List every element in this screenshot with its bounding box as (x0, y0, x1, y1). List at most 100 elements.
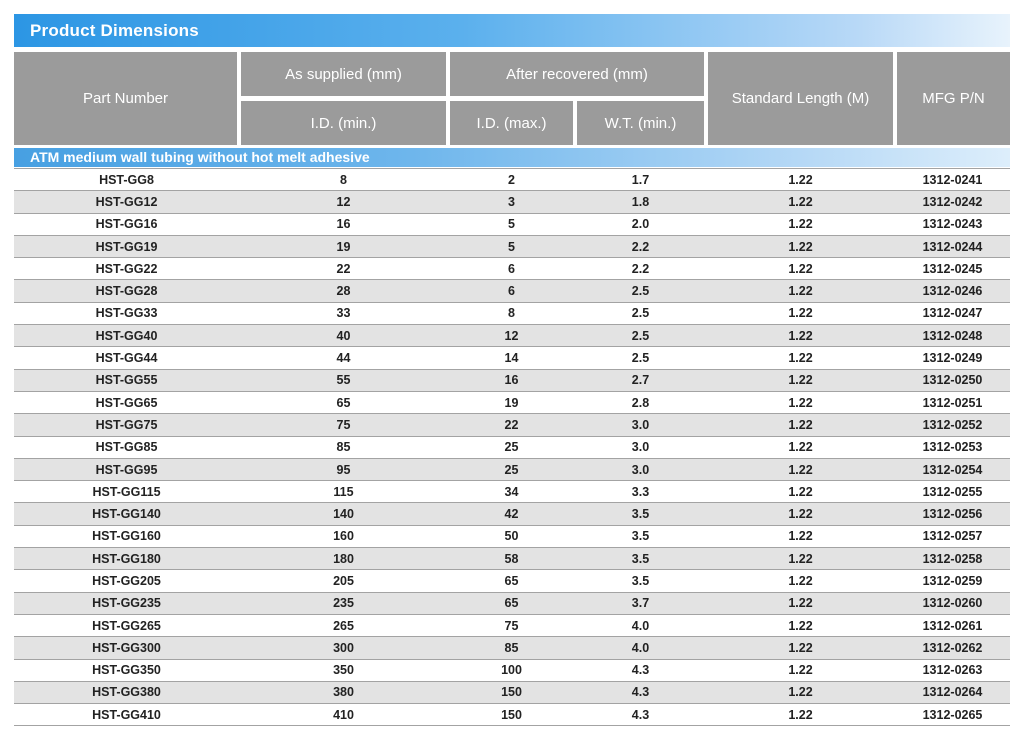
cell-wt-min: 3.3 (575, 480, 706, 504)
cell-wt-min: 2.5 (575, 279, 706, 303)
column-header-standard-length: Standard Length (M) (708, 52, 893, 145)
cell-part-number: HST-GG40 (14, 324, 239, 348)
cell-mfg-pn: 1312-0259 (895, 569, 1010, 593)
cell-as-supplied-id-min: 16 (239, 213, 448, 236)
cell-standard-length: 1.22 (706, 235, 895, 259)
cell-standard-length: 1.22 (706, 369, 895, 392)
cell-wt-min: 3.0 (575, 436, 706, 459)
cell-standard-length: 1.22 (706, 257, 895, 281)
cell-as-supplied-id-min: 8 (239, 167, 448, 192)
table-row: HST-GG65 65 19 2.8 1.22 1312-0251 (14, 391, 1010, 415)
dimensions-table: HST-GG8 8 2 1.7 1.22 1312-0241 HST-GG12 12 3 1.8 1… (14, 167, 1010, 727)
table-row: HST-GG140 140 42 3.5 1.22 1312-0256 (14, 502, 1010, 526)
cell-part-number: HST-GG8 (14, 167, 239, 192)
cell-as-supplied-id-min: 55 (239, 369, 448, 392)
cell-standard-length: 1.22 (706, 614, 895, 638)
cell-as-supplied-id-min: 115 (239, 480, 448, 504)
cell-id-max: 3 (448, 190, 575, 214)
cell-mfg-pn: 1312-0263 (895, 659, 1010, 682)
cell-part-number: HST-GG140 (14, 502, 239, 526)
table-row: HST-GG8 8 2 1.7 1.22 1312-0241 (14, 167, 1010, 192)
cell-mfg-pn: 1312-0254 (895, 458, 1010, 482)
table-row: HST-GG235 235 65 3.7 1.22 1312-0260 (14, 592, 1010, 615)
cell-mfg-pn: 1312-0252 (895, 413, 1010, 437)
cell-id-max: 2 (448, 167, 575, 192)
cell-mfg-pn: 1312-0247 (895, 302, 1010, 326)
cell-wt-min: 4.0 (575, 636, 706, 660)
cell-part-number: HST-GG16 (14, 213, 239, 236)
table-row: HST-GG300 300 85 4.0 1.22 1312-0262 (14, 636, 1010, 660)
table-row: HST-GG75 75 22 3.0 1.22 1312-0252 (14, 413, 1010, 437)
cell-as-supplied-id-min: 205 (239, 569, 448, 593)
table-row: HST-GG22 22 6 2.2 1.22 1312-0245 (14, 257, 1010, 281)
cell-standard-length: 1.22 (706, 346, 895, 370)
cell-as-supplied-id-min: 65 (239, 391, 448, 415)
cell-as-supplied-id-min: 180 (239, 547, 448, 571)
cell-mfg-pn: 1312-0257 (895, 525, 1010, 549)
cell-wt-min: 2.0 (575, 213, 706, 236)
cell-wt-min: 4.0 (575, 614, 706, 638)
cell-id-max: 22 (448, 413, 575, 437)
table-row: HST-GG160 160 50 3.5 1.22 1312-0257 (14, 525, 1010, 549)
cell-mfg-pn: 1312-0244 (895, 235, 1010, 259)
cell-standard-length: 1.22 (706, 302, 895, 326)
cell-part-number: HST-GG44 (14, 346, 239, 370)
cell-mfg-pn: 1312-0256 (895, 502, 1010, 526)
cell-id-max: 5 (448, 235, 575, 259)
table-row: HST-GG12 12 3 1.8 1.22 1312-0242 (14, 190, 1010, 214)
cell-as-supplied-id-min: 12 (239, 190, 448, 214)
cell-id-max: 16 (448, 369, 575, 392)
cell-mfg-pn: 1312-0241 (895, 167, 1010, 192)
column-header-wt-min: W.T. (min.) (577, 101, 704, 145)
cell-standard-length: 1.22 (706, 279, 895, 303)
cell-part-number: HST-GG180 (14, 547, 239, 571)
cell-id-max: 65 (448, 569, 575, 593)
cell-standard-length: 1.22 (706, 436, 895, 459)
column-header-id-max: I.D. (max.) (450, 101, 573, 145)
cell-id-max: 58 (448, 547, 575, 571)
cell-standard-length: 1.22 (706, 703, 895, 727)
table-row: HST-GG55 55 16 2.7 1.22 1312-0250 (14, 369, 1010, 392)
cell-mfg-pn: 1312-0242 (895, 190, 1010, 214)
cell-part-number: HST-GG95 (14, 458, 239, 482)
cell-mfg-pn: 1312-0262 (895, 636, 1010, 660)
cell-mfg-pn: 1312-0248 (895, 324, 1010, 348)
cell-part-number: HST-GG300 (14, 636, 239, 660)
cell-standard-length: 1.22 (706, 480, 895, 504)
cell-mfg-pn: 1312-0264 (895, 681, 1010, 705)
cell-as-supplied-id-min: 265 (239, 614, 448, 638)
column-header-mfg-pn: MFG P/N (897, 52, 1010, 145)
cell-mfg-pn: 1312-0246 (895, 279, 1010, 303)
cell-id-max: 6 (448, 257, 575, 281)
cell-standard-length: 1.22 (706, 659, 895, 682)
cell-part-number: HST-GG350 (14, 659, 239, 682)
cell-part-number: HST-GG160 (14, 525, 239, 549)
column-header-as-supplied: As supplied (mm) (241, 52, 446, 96)
cell-standard-length: 1.22 (706, 525, 895, 549)
cell-as-supplied-id-min: 235 (239, 592, 448, 615)
cell-id-max: 6 (448, 279, 575, 303)
cell-id-max: 150 (448, 681, 575, 705)
cell-as-supplied-id-min: 350 (239, 659, 448, 682)
cell-standard-length: 1.22 (706, 636, 895, 660)
cell-standard-length: 1.22 (706, 681, 895, 705)
cell-part-number: HST-GG235 (14, 592, 239, 615)
cell-as-supplied-id-min: 44 (239, 346, 448, 370)
cell-part-number: HST-GG85 (14, 436, 239, 459)
cell-id-max: 25 (448, 436, 575, 459)
cell-standard-length: 1.22 (706, 391, 895, 415)
cell-part-number: HST-GG22 (14, 257, 239, 281)
cell-mfg-pn: 1312-0245 (895, 257, 1010, 281)
table-row: HST-GG95 95 25 3.0 1.22 1312-0254 (14, 458, 1010, 482)
cell-wt-min: 4.3 (575, 681, 706, 705)
cell-wt-min: 2.5 (575, 324, 706, 348)
cell-id-max: 85 (448, 636, 575, 660)
table-row: HST-GG44 44 14 2.5 1.22 1312-0249 (14, 346, 1010, 370)
cell-wt-min: 1.7 (575, 167, 706, 192)
cell-id-max: 19 (448, 391, 575, 415)
cell-standard-length: 1.22 (706, 592, 895, 615)
cell-as-supplied-id-min: 22 (239, 257, 448, 281)
cell-wt-min: 2.2 (575, 257, 706, 281)
table-row: HST-GG115 115 34 3.3 1.22 1312-0255 (14, 480, 1010, 504)
